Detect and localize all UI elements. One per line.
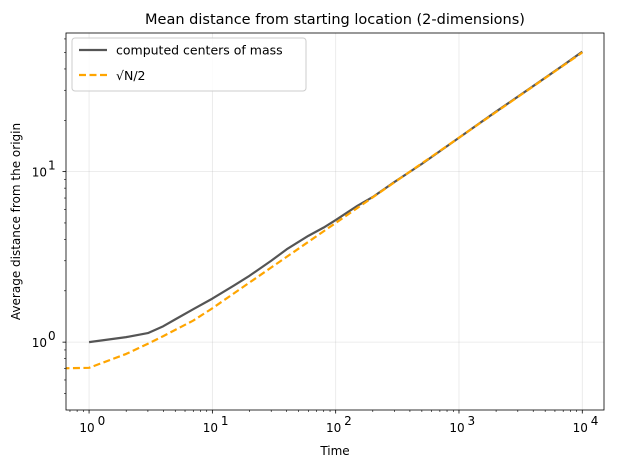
y-tick-label-exponent: 0 [48,329,56,343]
x-tick-label-exponent: 0 [98,414,106,428]
series-line-computed-centers-of-mass [88,50,583,344]
y-tick-label-base: 10 [32,166,47,180]
x-axis-label: Time [319,444,349,458]
x-tick-label-exponent: 4 [591,414,599,428]
y-tick-label-base: 10 [32,336,47,350]
x-tick-label-exponent: 2 [344,414,352,428]
x-tick-label-exponent: 3 [467,414,475,428]
x-tick-label: 10 4 [573,414,599,435]
y-axis-label: Average distance from the origin [9,123,23,320]
x-tick-label-exponent: 1 [221,414,229,428]
series-line-sqrt-n-over-2 [66,51,583,370]
x-tick-label-base: 10 [449,421,464,435]
y-tick-label: 10 1 [32,159,56,180]
x-tick-label: 10 0 [79,414,105,435]
chart-title: Mean distance from starting location (2-… [145,12,525,28]
x-tick-label-base: 10 [79,421,94,435]
y-tick-label: 10 0 [32,329,56,350]
plot-frame [65,32,605,411]
legend-label-sqrt: √N/2 [116,68,145,83]
legend: computed centers of mass √N/2 [71,37,307,92]
legend-label-computed: computed centers of mass [116,43,283,58]
series-layer [66,50,583,370]
x-tick-label: 10 1 [203,414,229,435]
x-axis: 10 0 10 1 10 2 10 3 10 4 [69,410,599,435]
x-tick-label-base: 10 [573,421,588,435]
x-tick-label: 10 3 [449,414,475,435]
grid [66,33,604,410]
x-tick-label: 10 2 [326,414,352,435]
x-tick-label-base: 10 [203,421,218,435]
x-tick-label-base: 10 [326,421,341,435]
y-tick-label-exponent: 1 [48,159,56,173]
legend-box [71,37,307,92]
